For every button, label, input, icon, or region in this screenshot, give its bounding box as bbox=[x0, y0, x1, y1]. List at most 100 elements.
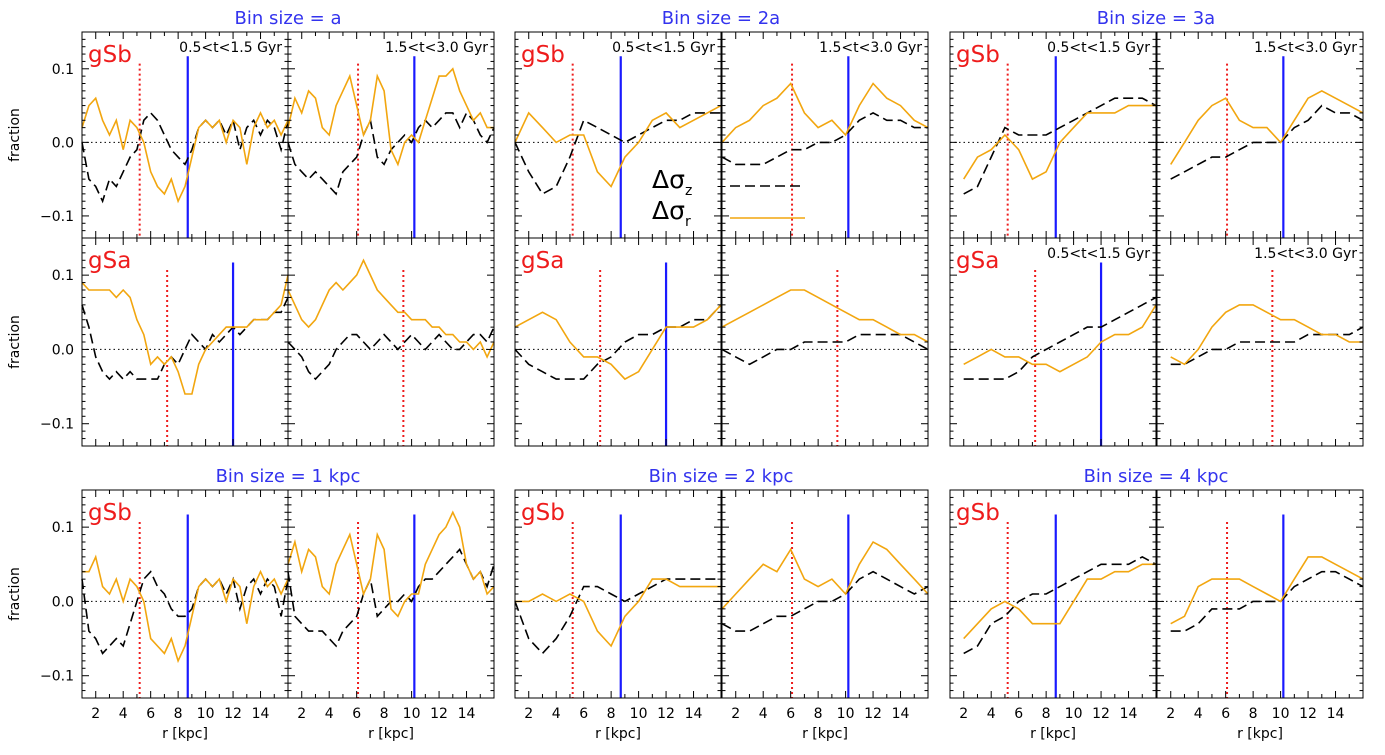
panel-15: 2 4 6 8 10 12 14 r [kpc] Bin size = 2 kpc gSb bbox=[514, 466, 794, 742]
dz-series-line bbox=[1170, 104, 1364, 180]
panel-title: Bin size = 2 kpc bbox=[649, 466, 794, 487]
x-tick-label: 6 bbox=[1014, 706, 1023, 722]
x-tick-label: 10 bbox=[403, 706, 421, 722]
x-tick-label: 6 bbox=[146, 706, 155, 722]
x-tick-label: 4 bbox=[987, 706, 996, 722]
y-tick-label: 0.0 bbox=[52, 594, 74, 610]
x-tick-label: 10 bbox=[837, 706, 855, 722]
x-tick-label: 2 bbox=[959, 706, 968, 722]
dr-series-line bbox=[1170, 304, 1363, 366]
x-tick-label: 8 bbox=[1249, 706, 1258, 722]
x-tick-label: 10 bbox=[1272, 706, 1290, 722]
x-tick-label: 2 bbox=[524, 706, 533, 722]
panel-2: 1.5<t<3.0 Gyr bbox=[287, 31, 495, 239]
x-axis-label: r [kpc] bbox=[368, 726, 414, 742]
x-tick-label: 14 bbox=[892, 706, 910, 722]
model-label: gSb bbox=[88, 42, 132, 68]
panel-11: gSa 0.5<t<1.5 Gyr bbox=[949, 237, 1157, 447]
legend-dz-label: Δσz bbox=[652, 165, 692, 199]
dr-series-line bbox=[287, 258, 495, 359]
panel-frame bbox=[287, 31, 495, 239]
dz-series-line bbox=[81, 297, 289, 381]
x-tick-label: 8 bbox=[1042, 706, 1051, 722]
y-tick-label: 0.0 bbox=[52, 342, 74, 358]
x-tick-label: 8 bbox=[814, 706, 823, 722]
x-tick-label: 8 bbox=[174, 706, 183, 722]
x-tick-label: 12 bbox=[657, 706, 675, 722]
panel-8 bbox=[287, 237, 495, 447]
panel-9: gSa bbox=[514, 237, 722, 447]
x-tick-label: 12 bbox=[430, 706, 448, 722]
dr-series-line bbox=[1170, 556, 1364, 625]
panel-14: 2 4 6 8 10 12 14 r [kpc] bbox=[287, 489, 495, 742]
model-label: gSa bbox=[88, 248, 131, 274]
x-tick-label: 14 bbox=[458, 706, 476, 722]
y-axis-label: fraction bbox=[7, 108, 23, 162]
x-tick-label: 4 bbox=[552, 706, 561, 722]
dz-series-line bbox=[514, 112, 721, 195]
x-tick-label: 6 bbox=[352, 706, 361, 722]
x-tick-label: 14 bbox=[1120, 706, 1138, 722]
dz-series-line bbox=[287, 326, 495, 381]
dz-series-line bbox=[514, 304, 722, 380]
time-window-label: 0.5<t<1.5 Gyr bbox=[1047, 246, 1150, 262]
y-tick-label: 0.1 bbox=[52, 62, 74, 78]
panel-4: 1.5<t<3.0 Gyr bbox=[721, 31, 929, 239]
panel-13: −0.1 0.0 0.1 fraction 2 4 6 8 10 12 14 r [kpc] Bin s… bbox=[7, 466, 360, 742]
dr-series-line bbox=[81, 96, 289, 204]
time-window-label: 1.5<t<3.0 Gyr bbox=[1254, 246, 1357, 262]
dr-series-line bbox=[515, 578, 721, 648]
panel-title: Bin size = 1 kpc bbox=[216, 466, 361, 487]
dr-series-line bbox=[721, 82, 929, 143]
dz-series-line bbox=[721, 111, 928, 166]
model-label: gSb bbox=[88, 500, 132, 526]
y-axis-label: fraction bbox=[7, 567, 23, 621]
panel-16: 2 4 6 8 10 12 14 r [kpc] bbox=[721, 489, 929, 742]
time-window-label: 0.5<t<1.5 Gyr bbox=[612, 40, 715, 56]
x-tick-label: 14 bbox=[1327, 706, 1345, 722]
dz-series-line bbox=[514, 578, 721, 655]
x-tick-label: 4 bbox=[119, 706, 128, 722]
x-tick-label: 4 bbox=[325, 706, 334, 722]
panel-title: Bin size = 2a bbox=[662, 8, 780, 29]
y-tick-label: 0.1 bbox=[52, 520, 74, 536]
x-tick-label: 14 bbox=[252, 706, 270, 722]
model-label: gSa bbox=[956, 248, 999, 274]
panel-6: 1.5<t<3.0 Gyr bbox=[1156, 31, 1364, 239]
time-window-label: 0.5<t<1.5 Gyr bbox=[179, 40, 282, 56]
x-tick-label: 14 bbox=[685, 706, 703, 722]
x-tick-label: 4 bbox=[759, 706, 768, 722]
dr-series-line bbox=[287, 510, 495, 618]
dr-series-line bbox=[963, 304, 1157, 373]
x-axis-label: r [kpc] bbox=[595, 726, 641, 742]
model-label: gSb bbox=[956, 500, 1000, 526]
legend-dr-label: Δσr bbox=[652, 196, 691, 230]
x-tick-label: 2 bbox=[1166, 706, 1175, 722]
x-tick-label: 12 bbox=[224, 706, 242, 722]
panel-title: Bin size = 3a bbox=[1097, 8, 1215, 29]
model-label: gSb bbox=[956, 42, 1000, 68]
model-label: gSa bbox=[521, 248, 564, 274]
x-tick-label: 10 bbox=[1065, 706, 1083, 722]
y-tick-label: 0.1 bbox=[52, 268, 74, 284]
x-tick-label: 12 bbox=[1299, 706, 1317, 722]
x-tick-label: 12 bbox=[864, 706, 882, 722]
dz-series-line bbox=[1170, 570, 1364, 632]
panel-5: Bin size = 3a gSb 0.5<t<1.5 Gyr bbox=[949, 8, 1215, 239]
panel-10 bbox=[721, 237, 929, 447]
time-window-label: 0.5<t<1.5 Gyr bbox=[1047, 40, 1150, 56]
model-label: gSb bbox=[521, 42, 565, 68]
x-axis-label: r [kpc] bbox=[1030, 726, 1076, 742]
model-label: gSb bbox=[521, 500, 565, 526]
panel-7: −0.1 0.0 0.1 fraction gSa bbox=[7, 237, 289, 447]
dz-series-line bbox=[721, 570, 929, 632]
panel-frame bbox=[1156, 31, 1364, 239]
y-tick-label: 0.0 bbox=[52, 135, 74, 151]
dr-series-line bbox=[81, 274, 289, 395]
dr-series-line bbox=[287, 67, 494, 167]
x-tick-label: 8 bbox=[607, 706, 616, 722]
dz-series-line bbox=[81, 111, 289, 204]
panel-title: Bin size = a bbox=[235, 8, 342, 29]
panel-title: Bin size = 4 kpc bbox=[1084, 466, 1229, 487]
